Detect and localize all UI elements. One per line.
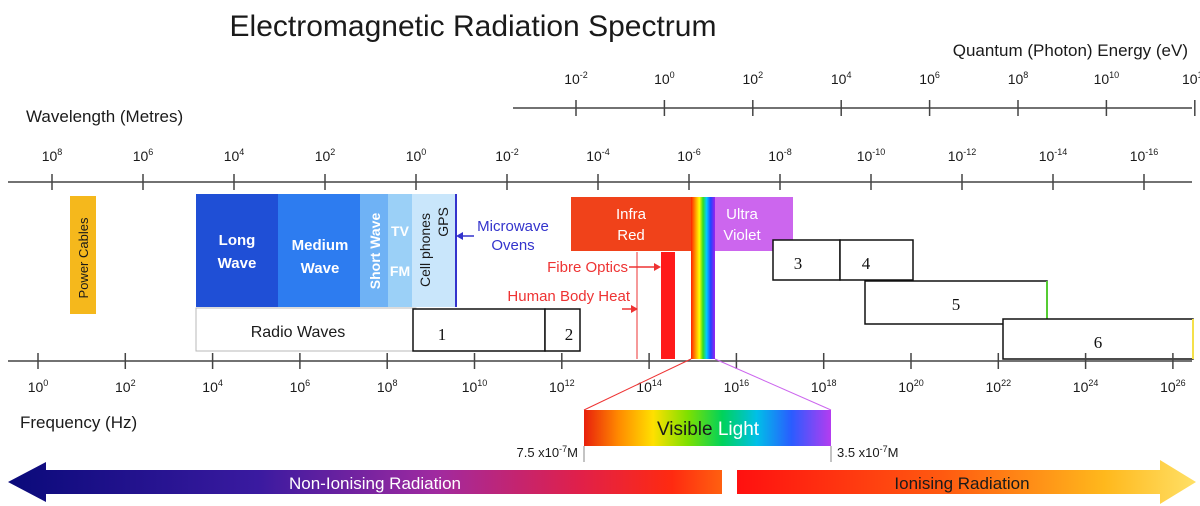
visible-rainbow-column: [691, 197, 715, 359]
visible-light-label: Visible Light: [657, 419, 760, 440]
frequency-tick-label-3: 106: [290, 378, 311, 395]
long-wave-label-2: Wave: [218, 255, 257, 272]
medium-wave-band: [278, 194, 360, 307]
frequency-tick-label-0: 100: [28, 378, 49, 395]
radio-waves-label: Radio Waves: [251, 324, 346, 341]
wavelength-tick-label-10: 10-12: [948, 147, 977, 164]
infra-red-label-2: Red: [617, 227, 645, 244]
frequency-axis-label: Frequency (Hz): [20, 413, 137, 432]
frequency-tick-label-11: 1022: [986, 378, 1012, 395]
wavelength-axis-label: Wavelength (Metres): [26, 107, 183, 126]
wavelength-tick-label-12: 10-16: [1130, 147, 1159, 164]
frequency-axis-ticks: 100 102 104 106 108 1010 1012 1014 1016 1018 1020 1…: [28, 353, 1186, 395]
visible-light-spectrum: [584, 410, 831, 446]
wavelength-tick-label-2: 104: [224, 147, 245, 164]
ultra-violet-label-2: Violet: [723, 227, 761, 244]
numbered-box-5-label: 5: [952, 295, 961, 314]
numbered-box-5: [864, 280, 1048, 325]
frequency-tick-label-9: 1018: [811, 378, 837, 395]
frequency-tick-label-1: 102: [115, 378, 136, 395]
power-cables-band: [70, 196, 96, 314]
energy-tick-label-2: 102: [743, 70, 764, 87]
energy-axis-ticks: 10-2 100 102 104 106 108 1010 1012: [564, 70, 1200, 116]
frequency-tick-label-8: 1016: [724, 378, 750, 395]
visible-zoom-line-right: [714, 358, 832, 411]
microwave-label-2: Ovens: [491, 237, 534, 254]
energy-tick-label-6: 1010: [1094, 70, 1120, 87]
microwave-arrowhead: [456, 232, 463, 240]
energy-tick-label-3: 104: [831, 70, 852, 87]
fm-label: FM: [390, 263, 410, 279]
energy-tick-label-7: 1012: [1182, 70, 1200, 87]
cell-phones-label: Cell phones: [417, 213, 433, 287]
numbered-box-2-label: 2: [565, 325, 574, 344]
radio-waves-box: [195, 307, 417, 352]
wavelength-tick-label-11: 10-14: [1039, 147, 1068, 164]
wavelength-tick-label-4: 100: [406, 147, 427, 164]
wavelength-tick-label-1: 106: [133, 147, 154, 164]
short-wave-band: [360, 194, 388, 307]
numbered-box-1-label: 1: [438, 325, 447, 344]
numbered-box-1: [412, 308, 546, 352]
visible-right-wavelength: 3.5 x10-7M: [837, 444, 899, 460]
body-heat-arrowhead: [631, 305, 638, 313]
long-wave-band: [196, 194, 278, 307]
short-wave-label: Short Wave: [367, 213, 383, 290]
numbered-box-4: [839, 239, 914, 281]
numbered-box-6-label: 6: [1094, 333, 1103, 352]
numbered-box-3-label: 3: [794, 254, 803, 273]
non-ionising-label: Non-Ionising Radiation: [289, 474, 461, 493]
microwave-label-1: Microwave: [477, 218, 549, 235]
human-body-heat-label: Human Body Heat: [507, 288, 630, 305]
tv-label: TV: [391, 223, 410, 239]
fibre-optics-bar: [661, 252, 675, 359]
ultra-violet-label-1: Ultra: [726, 206, 758, 223]
visible-left-wavelength: 7.5 x10-7M: [516, 444, 578, 460]
frequency-tick-label-13: 1026: [1160, 378, 1186, 395]
numbered-box-2: [544, 308, 581, 352]
infra-red-label-1: Infra: [616, 206, 647, 223]
power-cables-label: Power Cables: [76, 217, 91, 298]
medium-wave-label-2: Wave: [301, 260, 340, 277]
page-title: Electromagnetic Radiation Spectrum: [230, 10, 717, 43]
ionising-label: Ionising Radiation: [894, 474, 1029, 493]
ionising-arrow: [737, 460, 1196, 504]
wavelength-tick-label-6: 10-4: [586, 147, 610, 164]
frequency-tick-label-12: 1024: [1073, 378, 1099, 395]
medium-wave-label-1: Medium: [292, 237, 349, 254]
energy-axis-label: Quantum (Photon) Energy (eV): [953, 41, 1188, 60]
energy-tick-label-5: 108: [1008, 70, 1029, 87]
infra-red-band: [571, 197, 691, 251]
wavelength-tick-label-5: 10-2: [495, 147, 519, 164]
non-ionising-arrow: [8, 462, 722, 502]
wavelength-tick-label-3: 102: [315, 147, 336, 164]
frequency-tick-label-2: 104: [202, 378, 223, 395]
cell-gps-band: [412, 194, 456, 307]
frequency-tick-label-7: 1014: [636, 378, 662, 395]
wavelength-axis-ticks: 108 106 104 102 100 10-2 10-4 10-6 10-8 10-10 10-1…: [42, 147, 1159, 190]
fibre-optics-label: Fibre Optics: [547, 259, 628, 276]
frequency-tick-label-4: 108: [377, 378, 398, 395]
wavelength-tick-label-9: 10-10: [857, 147, 886, 164]
gps-label: GPS: [435, 207, 451, 237]
numbered-box-3: [772, 239, 841, 281]
energy-tick-label-4: 106: [919, 70, 940, 87]
frequency-tick-label-5: 1010: [462, 378, 488, 395]
fibre-optics-arrowhead: [654, 263, 661, 271]
frequency-tick-label-6: 1012: [549, 378, 575, 395]
frequency-tick-label-10: 1020: [898, 378, 924, 395]
visible-zoom-line-left: [583, 358, 692, 411]
energy-tick-label-0: 10-2: [564, 70, 588, 87]
numbered-box-4-label: 4: [862, 254, 871, 273]
tv-fm-band: [388, 194, 412, 307]
energy-tick-label-1: 100: [654, 70, 675, 87]
wavelength-tick-label-7: 10-6: [677, 147, 701, 164]
wavelength-tick-label-0: 108: [42, 147, 63, 164]
long-wave-label-1: Long: [219, 232, 256, 249]
wavelength-tick-label-8: 10-8: [768, 147, 792, 164]
